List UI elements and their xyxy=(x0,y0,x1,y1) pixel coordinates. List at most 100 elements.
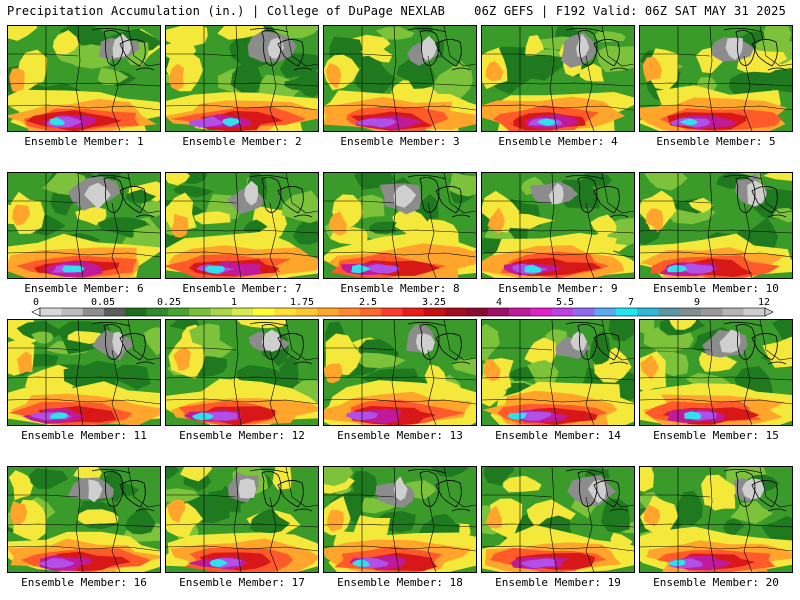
member-caption-17: Ensemble Member: 17 xyxy=(179,576,305,589)
scale-swatch-23 xyxy=(530,308,553,316)
member-caption-6: Ensemble Member: 6 xyxy=(24,282,144,295)
scale-tick-label: 12 xyxy=(757,297,771,308)
scale-swatch-14 xyxy=(338,308,361,316)
model-run-info: 06Z GEFS | F192 Valid: 06Z SAT MAY 31 20… xyxy=(474,4,786,18)
member-caption-8: Ensemble Member: 8 xyxy=(340,282,460,295)
scale-tick-label: 3.25 xyxy=(421,297,447,308)
member-caption-19: Ensemble Member: 19 xyxy=(495,576,621,589)
member-panel-8 xyxy=(323,172,477,279)
scale-swatch-17 xyxy=(402,308,425,316)
member-panel-20 xyxy=(639,466,793,573)
member-panel-18 xyxy=(323,466,477,573)
scale-swatch-16 xyxy=(381,308,403,316)
member-caption-9: Ensemble Member: 9 xyxy=(498,282,618,295)
precip-map-10 xyxy=(640,173,792,278)
scale-swatch-2 xyxy=(82,308,105,316)
member-caption-3: Ensemble Member: 3 xyxy=(340,135,460,148)
precip-map-4 xyxy=(482,26,634,131)
scale-swatch-15 xyxy=(359,308,382,316)
scale-swatch-25 xyxy=(573,308,595,316)
precip-map-7 xyxy=(166,173,318,278)
member-panel-3 xyxy=(323,25,477,132)
scale-tick-label: 0.05 xyxy=(90,297,116,308)
precip-map-9 xyxy=(482,173,634,278)
precip-map-18 xyxy=(324,467,476,572)
scale-arrow-right xyxy=(764,307,774,317)
scale-swatch-7 xyxy=(189,308,211,316)
member-caption-4: Ensemble Member: 4 xyxy=(498,135,618,148)
scale-swatch-20 xyxy=(466,308,489,316)
member-panel-10 xyxy=(639,172,793,279)
scale-arrow-left xyxy=(31,307,41,317)
precip-map-6 xyxy=(8,173,160,278)
precip-map-16 xyxy=(8,467,160,572)
member-panel-12 xyxy=(165,319,319,426)
scale-swatch-33 xyxy=(743,308,766,316)
precip-map-2 xyxy=(166,26,318,131)
scale-tick-label: 2.5 xyxy=(358,297,378,308)
scale-swatch-0 xyxy=(40,308,62,316)
precip-map-15 xyxy=(640,320,792,425)
member-panel-13 xyxy=(323,319,477,426)
precip-map-14 xyxy=(482,320,634,425)
precip-map-8 xyxy=(324,173,476,278)
scale-swatch-32 xyxy=(722,308,744,316)
member-caption-11: Ensemble Member: 11 xyxy=(21,429,147,442)
member-panel-7 xyxy=(165,172,319,279)
precip-map-5 xyxy=(640,26,792,131)
member-caption-5: Ensemble Member: 5 xyxy=(656,135,776,148)
scale-tick-label: 9 xyxy=(693,297,701,308)
member-caption-16: Ensemble Member: 16 xyxy=(21,576,147,589)
member-panel-6 xyxy=(7,172,161,279)
precip-map-20 xyxy=(640,467,792,572)
scale-swatch-5 xyxy=(146,308,169,316)
map-title: Precipitation Accumulation (in.) | Colle… xyxy=(7,4,446,18)
scale-tick-label: 5.5 xyxy=(555,297,575,308)
member-caption-12: Ensemble Member: 12 xyxy=(179,429,305,442)
scale-swatch-27 xyxy=(615,308,638,316)
scale-tick-label: 1.75 xyxy=(289,297,315,308)
precip-map-3 xyxy=(324,26,476,131)
scale-swatch-22 xyxy=(509,308,531,316)
scale-swatch-28 xyxy=(637,308,659,316)
precip-map-12 xyxy=(166,320,318,425)
member-panel-19 xyxy=(481,466,635,573)
scale-swatch-29 xyxy=(658,308,680,316)
member-caption-18: Ensemble Member: 18 xyxy=(337,576,463,589)
scale-swatch-21 xyxy=(487,308,510,316)
member-caption-14: Ensemble Member: 14 xyxy=(495,429,621,442)
precip-map-17 xyxy=(166,467,318,572)
scale-swatch-1 xyxy=(61,308,83,316)
scale-swatch-26 xyxy=(594,308,617,316)
scale-swatch-31 xyxy=(701,308,723,316)
member-panel-17 xyxy=(165,466,319,573)
scale-swatch-13 xyxy=(317,308,339,316)
member-caption-2: Ensemble Member: 2 xyxy=(182,135,302,148)
scale-swatch-11 xyxy=(274,308,297,316)
scale-swatch-10 xyxy=(253,308,275,316)
scale-tick-label: 0 xyxy=(32,297,40,308)
scale-swatch-8 xyxy=(210,308,233,316)
scale-swatch-6 xyxy=(167,308,190,316)
member-caption-15: Ensemble Member: 15 xyxy=(653,429,779,442)
member-caption-20: Ensemble Member: 20 xyxy=(653,576,779,589)
precip-map-11 xyxy=(8,320,160,425)
scale-swatch-9 xyxy=(231,308,254,316)
member-caption-1: Ensemble Member: 1 xyxy=(24,135,144,148)
scale-swatch-24 xyxy=(551,308,574,316)
scale-tick-label: 0.25 xyxy=(156,297,182,308)
scale-tick-label: 1 xyxy=(230,297,238,308)
precip-map-19 xyxy=(482,467,634,572)
member-panel-11 xyxy=(7,319,161,426)
scale-swatch-3 xyxy=(103,308,126,316)
member-panel-14 xyxy=(481,319,635,426)
color-scale-bar xyxy=(31,307,774,317)
member-panel-4 xyxy=(481,25,635,132)
member-caption-13: Ensemble Member: 13 xyxy=(337,429,463,442)
precip-map-1 xyxy=(8,26,160,131)
member-panel-2 xyxy=(165,25,319,132)
precip-map-13 xyxy=(324,320,476,425)
member-caption-10: Ensemble Member: 10 xyxy=(653,282,779,295)
scale-tick-label: 4 xyxy=(495,297,503,308)
member-panel-1 xyxy=(7,25,161,132)
